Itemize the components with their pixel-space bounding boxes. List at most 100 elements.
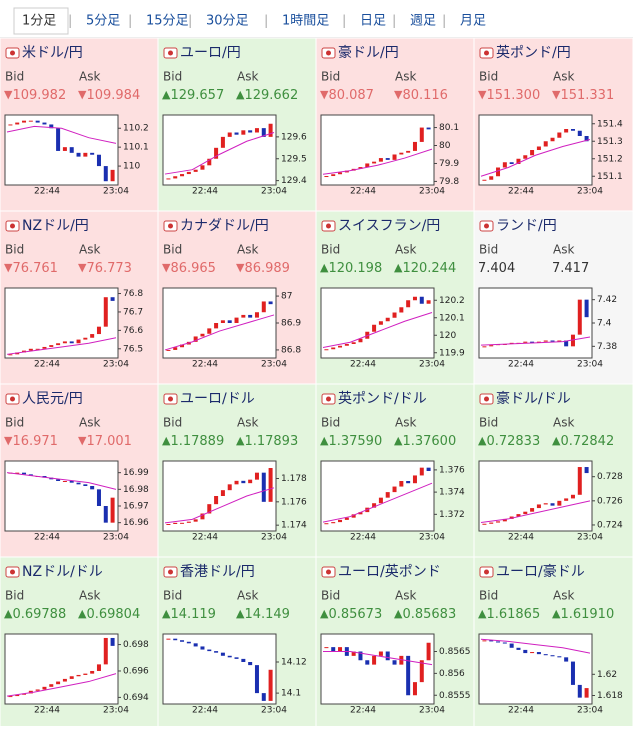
time-label: 23:04 xyxy=(103,360,129,370)
candle xyxy=(207,158,212,166)
candle xyxy=(392,660,397,665)
candle xyxy=(412,475,417,484)
y-tick-label: 151.1 xyxy=(597,172,623,182)
tab[interactable]: 日足 xyxy=(360,14,386,29)
candle xyxy=(214,323,219,329)
trend-arrow: ▼ xyxy=(320,88,329,101)
tab[interactable]: 1時間足 xyxy=(282,14,329,29)
candle xyxy=(324,523,329,525)
candle xyxy=(254,472,259,480)
chart-box xyxy=(162,114,277,186)
candle xyxy=(35,120,40,123)
candle xyxy=(193,519,198,522)
moving-average xyxy=(322,312,433,348)
bid-number: 0.72833 xyxy=(486,434,540,449)
y-tick-label: 151.3 xyxy=(597,137,623,147)
trend-arrow: ▲ xyxy=(236,434,245,447)
bid-number: 120.198 xyxy=(328,261,382,276)
candle xyxy=(110,637,115,646)
tab[interactable]: 30分足 xyxy=(206,14,249,29)
trend-arrow: ▲ xyxy=(4,607,13,620)
candle xyxy=(96,489,101,506)
ask-label: Ask xyxy=(237,243,258,257)
trend-arrow: ▼ xyxy=(78,88,87,101)
flag-dot xyxy=(168,50,173,56)
flag-dot xyxy=(168,569,173,575)
rate-panel[interactable]: ランド/円 Bid Ask 7.404 7.417 7.42 7.4 7.38 22:44 23:… xyxy=(473,210,633,385)
candle xyxy=(49,124,54,129)
tab[interactable]: 月足 xyxy=(460,14,486,29)
trend-arrow: ▼ xyxy=(394,88,403,101)
y-tick-label: 14.12 xyxy=(281,658,307,668)
candle xyxy=(496,167,501,177)
candle xyxy=(261,301,266,313)
pair-name: 香港ドル/円 xyxy=(180,564,255,580)
candle xyxy=(502,162,507,168)
bid-number: 0.85673 xyxy=(328,607,382,622)
candle xyxy=(338,345,343,348)
ask-number: 17.001 xyxy=(86,434,132,449)
tab[interactable]: 5分足 xyxy=(86,14,120,29)
y-tick-label: 110 xyxy=(123,162,140,172)
bid-label: Bid xyxy=(163,243,182,257)
time-label: 23:04 xyxy=(261,360,287,370)
bid-label: Bid xyxy=(163,589,182,603)
candle xyxy=(186,641,191,644)
candle xyxy=(570,494,575,499)
time-label: 22:44 xyxy=(508,706,534,716)
time-label: 22:44 xyxy=(508,187,534,197)
moving-average xyxy=(6,337,117,355)
candle xyxy=(489,176,494,180)
y-tick-label: 120.2 xyxy=(439,296,465,306)
candle xyxy=(372,324,377,332)
y-tick-label: 1.178 xyxy=(281,474,307,484)
candle xyxy=(261,693,266,701)
candle xyxy=(241,480,246,484)
candle xyxy=(28,120,33,122)
bid-label: Bid xyxy=(5,416,24,430)
candle xyxy=(557,500,562,506)
time-label: 22:44 xyxy=(192,706,218,716)
moving-average xyxy=(6,125,117,144)
candle xyxy=(385,492,390,498)
candle xyxy=(406,300,411,308)
time-label: 22:44 xyxy=(350,187,376,197)
candle xyxy=(489,522,494,524)
chart-box xyxy=(478,287,593,359)
chart-box xyxy=(162,633,277,705)
trend-arrow: ▼ xyxy=(78,434,87,447)
ask-number: 1.61910 xyxy=(560,607,614,622)
moving-average xyxy=(480,139,591,177)
candle xyxy=(331,522,336,524)
tab[interactable]: 1分足 xyxy=(22,14,56,29)
candle xyxy=(392,486,397,493)
candle xyxy=(268,301,273,305)
trend-arrow: ▼ xyxy=(4,261,13,274)
candle xyxy=(76,674,81,677)
candle xyxy=(28,348,33,351)
candle xyxy=(227,132,232,137)
trend-arrow: ▼ xyxy=(478,88,487,101)
tab[interactable]: 15分足 xyxy=(146,14,189,29)
pair-name: 豪ドル/円 xyxy=(338,45,399,61)
bid-number: 1.61865 xyxy=(486,607,540,622)
candle xyxy=(214,147,219,159)
ask-number: 151.331 xyxy=(560,88,614,103)
tab[interactable]: 週足 xyxy=(410,14,436,29)
candle xyxy=(56,479,61,481)
